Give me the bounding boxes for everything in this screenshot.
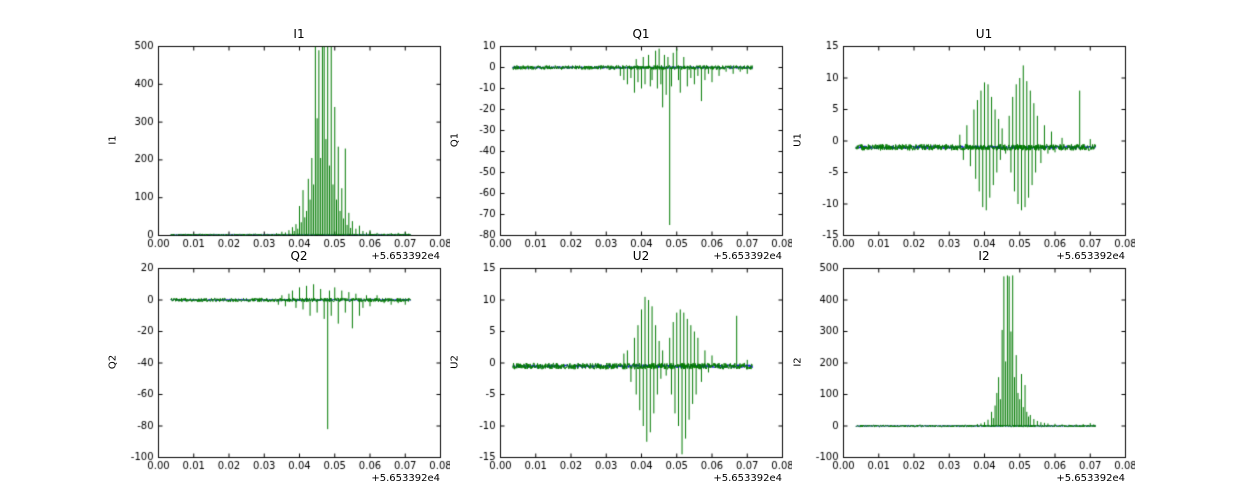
subplot-q2: Q2 Q2 +5.653392e4 (103, 242, 450, 497)
plot-canvas-u2 (445, 242, 792, 497)
x-axis-offset-label: +5.653392e4 (1056, 473, 1125, 484)
plot-canvas-q2 (103, 242, 450, 497)
subplot-u1: U1 U1 +5.653392e4 (788, 20, 1135, 275)
y-axis-label: I2 (792, 357, 804, 367)
y-axis-label: U2 (449, 355, 461, 369)
y-axis-label: Q2 (107, 354, 119, 370)
plot-canvas-u1 (788, 20, 1135, 275)
plot-canvas-i1 (103, 20, 450, 275)
x-axis-offset-label: +5.653392e4 (371, 473, 440, 484)
plot-title: I2 (978, 249, 990, 263)
y-axis-label: U1 (792, 133, 804, 147)
subplot-i2: I2 I2 +5.653392e4 (788, 242, 1135, 497)
plot-title: U2 (632, 249, 650, 263)
plot-title: Q2 (290, 249, 308, 263)
y-axis-label: I1 (107, 135, 119, 145)
plot-title: U1 (975, 27, 993, 41)
y-axis-label: Q1 (449, 132, 461, 148)
plot-title: Q1 (632, 27, 650, 41)
subplot-i1: I1 I1 +5.653392e4 (103, 20, 450, 275)
subplot-q1: Q1 Q1 +5.653392e4 (445, 20, 792, 275)
plot-canvas-i2 (788, 242, 1135, 497)
plot-canvas-q1 (445, 20, 792, 275)
x-axis-offset-label: +5.653392e4 (713, 473, 782, 484)
subplot-u2: U2 U2 +5.653392e4 (445, 242, 792, 497)
plot-title: I1 (293, 27, 305, 41)
